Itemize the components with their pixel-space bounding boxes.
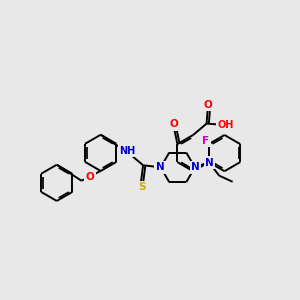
Text: F: F [202, 136, 209, 146]
Text: NH: NH [119, 146, 135, 156]
Text: S: S [138, 182, 146, 192]
Text: N: N [156, 162, 165, 172]
Text: OH: OH [217, 120, 233, 130]
Text: O: O [203, 100, 212, 110]
Text: O: O [170, 119, 179, 129]
Text: N: N [191, 162, 200, 172]
Text: N: N [205, 158, 214, 168]
Text: O: O [85, 172, 94, 182]
